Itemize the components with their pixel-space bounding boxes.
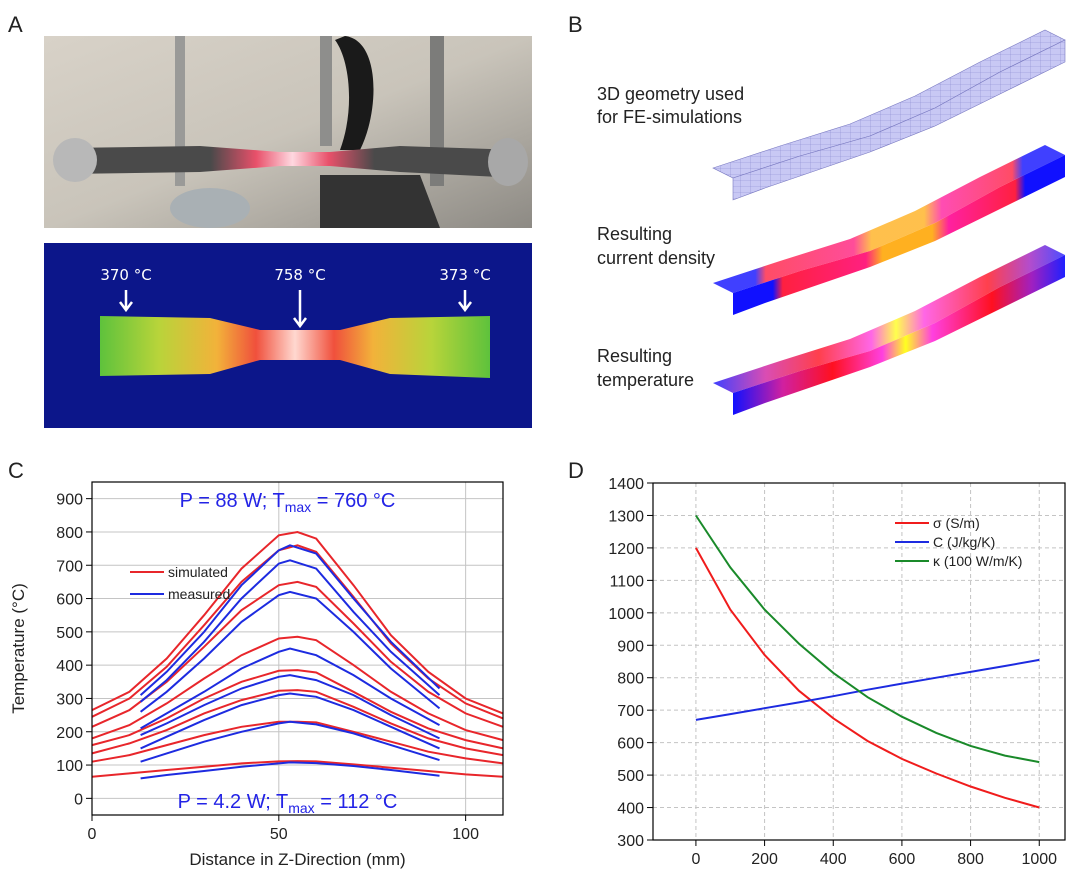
annotation-part: max <box>285 499 311 515</box>
y-tick-label: 1100 <box>610 573 645 590</box>
x-tick-label: 400 <box>820 851 847 868</box>
x-tick-label: 50 <box>270 826 288 843</box>
series-line <box>695 514 1040 764</box>
series-line <box>139 544 441 696</box>
y-tick-label: 1200 <box>608 541 644 558</box>
geometry-label: Resulting <box>597 224 672 244</box>
annotation: P = 4.2 W; Tmax = 112 °C <box>178 791 398 816</box>
series-line <box>139 590 441 713</box>
geometry-label: 3D geometry used <box>597 84 744 104</box>
x-tick-label: 100 <box>452 826 479 843</box>
y-tick-label: 300 <box>617 833 644 850</box>
x-tick-label: 1000 <box>1021 851 1057 868</box>
y-tick-label: 500 <box>617 768 644 785</box>
panel-label: A <box>8 12 23 37</box>
y-tick-label: 1400 <box>608 476 644 493</box>
y-tick-label: 700 <box>617 703 644 720</box>
series-line <box>140 674 440 740</box>
series-line <box>140 647 440 730</box>
annotation-part: P = 88 W; T <box>180 490 285 512</box>
photo <box>44 36 532 228</box>
series-line <box>91 635 504 742</box>
annotation: P = 88 W; Tmax = 760 °C <box>180 490 396 515</box>
panel-label: C <box>8 458 24 483</box>
x-tick-label: 800 <box>957 851 984 868</box>
legend-label: σ (S/m) <box>933 515 980 531</box>
y-tick-label: 700 <box>56 558 83 575</box>
x-axis-label: Distance in Z-Direction (mm) <box>189 850 405 869</box>
y-tick-label: 100 <box>56 758 83 775</box>
y-tick-label: 300 <box>56 691 83 708</box>
series-line <box>140 761 440 780</box>
annotation-part: max <box>288 800 314 816</box>
y-tick-label: 800 <box>56 525 83 542</box>
series-line <box>91 530 504 715</box>
plot-frame <box>652 482 1066 841</box>
fe-geometry: 3D geometry used for FE-simulations Resu… <box>597 29 1066 415</box>
x-tick-label: 0 <box>691 851 700 868</box>
y-tick-label: 400 <box>56 658 83 675</box>
x-tick-label: 200 <box>751 851 778 868</box>
temp-label: 373 °C <box>439 266 490 284</box>
series-line <box>91 580 504 728</box>
y-tick-label: 800 <box>617 671 644 688</box>
x-tick-label: 0 <box>88 826 97 843</box>
y-tick-label: 200 <box>56 725 83 742</box>
y-tick-label: 600 <box>56 592 83 609</box>
y-tick-label: 900 <box>617 638 644 655</box>
geometry-label: for FE-simulations <box>597 107 742 127</box>
series-line <box>91 689 504 757</box>
y-tick-label: 1000 <box>608 606 644 623</box>
y-tick-label: 500 <box>56 625 83 642</box>
y-axis-label: Temperature (°C) <box>9 583 28 714</box>
geometry-label: Resulting <box>597 346 672 366</box>
y-tick-label: 1300 <box>608 508 644 525</box>
legend-label: C (J/kg/K) <box>933 534 995 550</box>
thermal-image: 370 °C 758 °C 373 °C <box>44 243 532 428</box>
annotation-part: P = 4.2 W; T <box>178 791 289 813</box>
series-line <box>139 559 441 703</box>
temp-label: 370 °C <box>100 266 151 284</box>
series-line <box>140 692 440 750</box>
annotation-part: = 760 °C <box>311 490 395 512</box>
series-line <box>91 760 504 778</box>
panel-label: D <box>568 458 584 483</box>
series-line <box>695 658 1040 721</box>
y-tick-label: 900 <box>56 492 83 509</box>
x-tick-label: 600 <box>889 851 916 868</box>
series-line <box>695 547 1040 809</box>
y-tick-label: 400 <box>617 801 644 818</box>
legend-label: simulated <box>168 564 228 580</box>
panel-label: B <box>568 12 583 37</box>
plot-frame <box>91 481 504 816</box>
geometry-label: temperature <box>597 370 694 390</box>
y-tick-label: 0 <box>74 791 83 808</box>
series-line <box>140 720 440 763</box>
y-tick-label: 600 <box>617 736 644 753</box>
series-line <box>91 669 504 750</box>
temp-label: 758 °C <box>274 266 325 284</box>
legend-label: κ (100 W/m/K) <box>933 553 1022 569</box>
legend-label: measured <box>168 586 230 602</box>
annotation-part: = 112 °C <box>315 791 398 813</box>
geometry-label: current density <box>597 248 715 268</box>
